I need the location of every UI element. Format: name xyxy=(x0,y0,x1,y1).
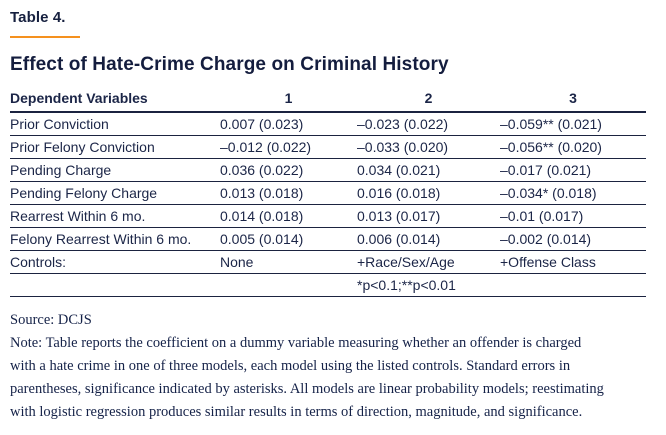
table-row: Rearrest Within 6 mo. 0.014 (0.018) 0.01… xyxy=(10,204,646,228)
model-3-value-cell: +Offense Class xyxy=(500,250,646,274)
accent-rule xyxy=(10,36,80,38)
note-line-1: Note: Table reports the coefficient on a… xyxy=(10,335,582,351)
model-2-value-cell: –0.033 (0.020) xyxy=(357,135,500,159)
table-row: Prior Felony Conviction –0.012 (0.022) –… xyxy=(10,135,646,159)
model-3-value-cell: –0.01 (0.017) xyxy=(500,204,646,228)
table-row: *p<0.1;**p<0.01 xyxy=(10,273,646,297)
model-2-value-cell: 0.034 (0.021) xyxy=(357,158,500,182)
note-line-4: with logistic regression produces simila… xyxy=(10,404,583,420)
column-header-model-3: 3 xyxy=(500,89,646,113)
model-1-value-cell: –0.012 (0.022) xyxy=(220,135,357,159)
model-1-value-cell: 0.036 (0.022) xyxy=(220,158,357,182)
results-table: Dependent Variables 1 2 3 Prior Convicti… xyxy=(10,89,646,297)
model-2-value-cell: –0.023 (0.022) xyxy=(357,112,500,136)
table-header: Dependent Variables 1 2 3 xyxy=(10,89,646,113)
row-label-cell: Prior Felony Conviction xyxy=(10,135,220,159)
model-1-value-cell: 0.005 (0.014) xyxy=(220,227,357,251)
model-3-value-cell xyxy=(500,273,646,297)
model-1-value-cell xyxy=(220,273,357,297)
table-body: Prior Conviction 0.007 (0.023) –0.023 (0… xyxy=(10,112,646,297)
model-3-value-cell: –0.056** (0.020) xyxy=(500,135,646,159)
report-page: Table 4. Effect of Hate-Crime Charge on … xyxy=(10,9,646,424)
model-3-value-cell: –0.017 (0.021) xyxy=(500,158,646,182)
table-row: Felony Rearrest Within 6 mo. 0.005 (0.01… xyxy=(10,227,646,251)
table-number-label: Table 4. xyxy=(10,9,66,26)
row-label-cell: Prior Conviction xyxy=(10,112,220,136)
model-1-value-cell: 0.007 (0.023) xyxy=(220,112,357,136)
model-1-value-cell: None xyxy=(220,250,357,274)
row-label-cell: Felony Rearrest Within 6 mo. xyxy=(10,227,220,251)
model-3-value-cell: –0.002 (0.014) xyxy=(500,227,646,251)
row-label-cell: Rearrest Within 6 mo. xyxy=(10,204,220,228)
column-header-dependent-variables: Dependent Variables xyxy=(10,89,220,113)
table-row: Pending Charge 0.036 (0.022) 0.034 (0.02… xyxy=(10,158,646,182)
row-label-cell: Controls: xyxy=(10,250,220,274)
column-header-model-2: 2 xyxy=(357,89,500,113)
table-row: Prior Conviction 0.007 (0.023) –0.023 (0… xyxy=(10,112,646,136)
model-2-value-cell: 0.006 (0.014) xyxy=(357,227,500,251)
model-3-value-cell: –0.034* (0.018) xyxy=(500,181,646,205)
model-2-value-cell: +Race/Sex/Age xyxy=(357,250,500,274)
model-2-value-cell: *p<0.1;**p<0.01 xyxy=(357,273,500,297)
source-line: Source: DCJS xyxy=(10,312,92,328)
model-1-value-cell: 0.014 (0.018) xyxy=(220,204,357,228)
row-label-cell: Pending Felony Charge xyxy=(10,181,220,205)
row-label-cell: Pending Charge xyxy=(10,158,220,182)
model-3-value-cell: –0.059** (0.021) xyxy=(500,112,646,136)
column-header-model-1: 1 xyxy=(220,89,357,113)
table-row: Pending Felony Charge 0.013 (0.018) 0.01… xyxy=(10,181,646,205)
model-1-value-cell: 0.013 (0.018) xyxy=(220,181,357,205)
page-title: Effect of Hate-Crime Charge on Criminal … xyxy=(10,54,449,75)
table-footer: Source: DCJS Note: Table reports the coe… xyxy=(10,309,646,424)
table-header-row: Dependent Variables 1 2 3 xyxy=(10,89,646,113)
model-2-value-cell: 0.013 (0.017) xyxy=(357,204,500,228)
model-2-value-cell: 0.016 (0.018) xyxy=(357,181,500,205)
table-row: Controls: None +Race/Sex/Age +Offense Cl… xyxy=(10,250,646,274)
note-line-2: with a hate crime in one of three models… xyxy=(10,358,571,374)
note-line-3: parentheses, significance indicated by a… xyxy=(10,381,604,397)
row-label-cell xyxy=(10,273,220,297)
